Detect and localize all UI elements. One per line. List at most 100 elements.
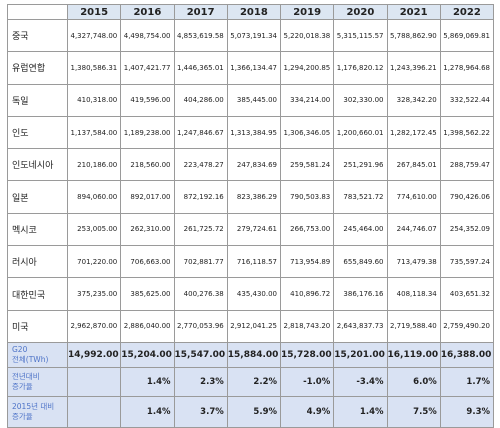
value-cell: 410,318.00: [66, 83, 122, 117]
table-row: 일본 894,060.00 892,017.00 872,192.16 823,386.…: [7, 180, 495, 214]
country-label: 유럽연합: [7, 51, 68, 85]
yoy-row-value: 6.0%: [386, 366, 441, 397]
value-cell: 1,278,964.68: [439, 51, 495, 85]
value-cell: 1,294,200.85: [279, 51, 335, 85]
yoy-row-value: 1.7%: [439, 366, 495, 397]
value-cell: 2,886,040.00: [120, 309, 175, 343]
value-cell: 1,189,238.00: [120, 115, 175, 150]
year-header: 2021: [386, 4, 441, 20]
value-cell: 4,853,619.58: [173, 18, 228, 53]
total-row-label-line2: 전체(TWh): [12, 354, 49, 364]
value-cell: 419,596.00: [120, 83, 175, 117]
value-cell: 386,176.16: [333, 277, 388, 311]
yoy-row-label-line1: 전년대비: [12, 371, 40, 381]
value-cell: 2,912,041.25: [226, 309, 282, 343]
value-cell: 1,176,820.12: [333, 51, 388, 85]
value-cell: 1,313,384.95: [226, 115, 282, 150]
value-cell: 245,464.00: [333, 212, 388, 247]
year-header: 2020: [333, 4, 388, 20]
value-cell: 892,017.00: [120, 180, 175, 214]
country-label: 러시아: [7, 245, 68, 279]
year-header: 2018: [226, 4, 282, 20]
table-row: 중국 4,327,748.00 4,498,754.00 4,853,619.58 5,…: [7, 18, 495, 53]
since2015-row-value: [66, 395, 122, 428]
value-cell: 244,746.07: [386, 212, 441, 247]
value-cell: 735,597.24: [439, 245, 495, 279]
table-row: 러시아 701,220.00 706,663.00 702,881.77 716,118…: [7, 245, 495, 279]
value-cell: 247,834.69: [226, 148, 282, 182]
total-row-value: 16,388.00: [439, 341, 495, 368]
country-label: 멕시코: [7, 212, 68, 247]
value-cell: 223,478.27: [173, 148, 228, 182]
value-cell: 5,869,069.81: [439, 18, 495, 53]
table-row: 인도네시아 210,186.00 218,560.00 223,478.27 247,8…: [7, 148, 495, 182]
table-row: 대한민국 375,235.00 385,625.00 400,276.38 435,43…: [7, 277, 495, 311]
table-row: 유럽연합 1,380,586.31 1,407,421.77 1,446,365.01…: [7, 51, 495, 85]
yoy-row-value: -1.0%: [279, 366, 335, 397]
value-cell: 1,366,134.47: [226, 51, 282, 85]
value-cell: 328,342.20: [386, 83, 441, 117]
since2015-row-value: 1.4%: [333, 395, 388, 428]
total-row-value: 14,992.00: [66, 341, 122, 368]
value-cell: 823,386.29: [226, 180, 282, 214]
total-row: G20 전체(TWh) 14,992.00 15,204.00 15,547.00 15,…: [7, 341, 495, 368]
total-row-value: 16,119.00: [386, 341, 441, 368]
value-cell: 218,560.00: [120, 148, 175, 182]
value-cell: 5,315,115.57: [333, 18, 388, 53]
value-cell: 5,073,191.34: [226, 18, 282, 53]
country-label: 중국: [7, 18, 68, 53]
table-row: 인도 1,137,584.00 1,189,238.00 1,247,846.67 1,…: [7, 115, 495, 150]
since2015-row-label-line2: 증가율: [12, 411, 33, 421]
value-cell: 1,380,586.31: [66, 51, 122, 85]
value-cell: 259,581.24: [279, 148, 335, 182]
value-cell: 385,625.00: [120, 277, 175, 311]
value-cell: 408,118.34: [386, 277, 441, 311]
yoy-row-value: [66, 366, 122, 397]
value-cell: 1,407,421.77: [120, 51, 175, 85]
value-cell: 5,788,862.90: [386, 18, 441, 53]
total-row-value: 15,547.00: [173, 341, 228, 368]
since2015-row-value: 5.9%: [226, 395, 282, 428]
value-cell: 2,818,743.20: [279, 309, 335, 343]
value-cell: 266,753.00: [279, 212, 335, 247]
year-header: 2017: [173, 4, 228, 20]
yoy-row-label-line2: 증가율: [12, 381, 33, 391]
value-cell: 253,005.00: [66, 212, 122, 247]
value-cell: 267,845.01: [386, 148, 441, 182]
electricity-table: 2015 2016 2017 2018 2019 2020 2021 2022 …: [7, 4, 495, 428]
value-cell: 716,118.57: [226, 245, 282, 279]
yoy-row-value: 1.4%: [120, 366, 175, 397]
country-label: 인도: [7, 115, 68, 150]
value-cell: 334,214.00: [279, 83, 335, 117]
value-cell: 400,276.38: [173, 277, 228, 311]
value-cell: 790,503.83: [279, 180, 335, 214]
value-cell: 5,220,018.38: [279, 18, 335, 53]
since2015-row-value: 7.5%: [386, 395, 441, 428]
value-cell: 2,643,837.73: [333, 309, 388, 343]
value-cell: 2,759,490.20: [439, 309, 495, 343]
value-cell: 375,235.00: [66, 277, 122, 311]
table-row: 미국 2,962,870.00 2,886,040.00 2,770,053.96 2,…: [7, 309, 495, 343]
country-label: 대한민국: [7, 277, 68, 311]
value-cell: 210,186.00: [66, 148, 122, 182]
since2015-row-value: 9.3%: [439, 395, 495, 428]
total-row-value: 15,204.00: [120, 341, 175, 368]
value-cell: 783,521.72: [333, 180, 388, 214]
value-cell: 332,522.44: [439, 83, 495, 117]
value-cell: 2,770,053.96: [173, 309, 228, 343]
country-label: 일본: [7, 180, 68, 214]
value-cell: 1,306,346.05: [279, 115, 335, 150]
value-cell: 1,446,365.01: [173, 51, 228, 85]
since2015-row: 2015년 대비 증가율 1.4% 3.7% 5.9% 4.9% 1.4% 7.5% 9.3%: [7, 395, 495, 428]
value-cell: 279,724.61: [226, 212, 282, 247]
value-cell: 1,398,562.22: [439, 115, 495, 150]
table-row: 독일 410,318.00 419,596.00 404,286.00 385,445.…: [7, 83, 495, 117]
value-cell: 385,445.00: [226, 83, 282, 117]
value-cell: 790,426.06: [439, 180, 495, 214]
value-cell: 4,498,754.00: [120, 18, 175, 53]
value-cell: 288,759.47: [439, 148, 495, 182]
since2015-row-label-line1: 2015년 대비: [12, 401, 55, 411]
value-cell: 410,896.72: [279, 277, 335, 311]
since2015-row-value: 1.4%: [120, 395, 175, 428]
